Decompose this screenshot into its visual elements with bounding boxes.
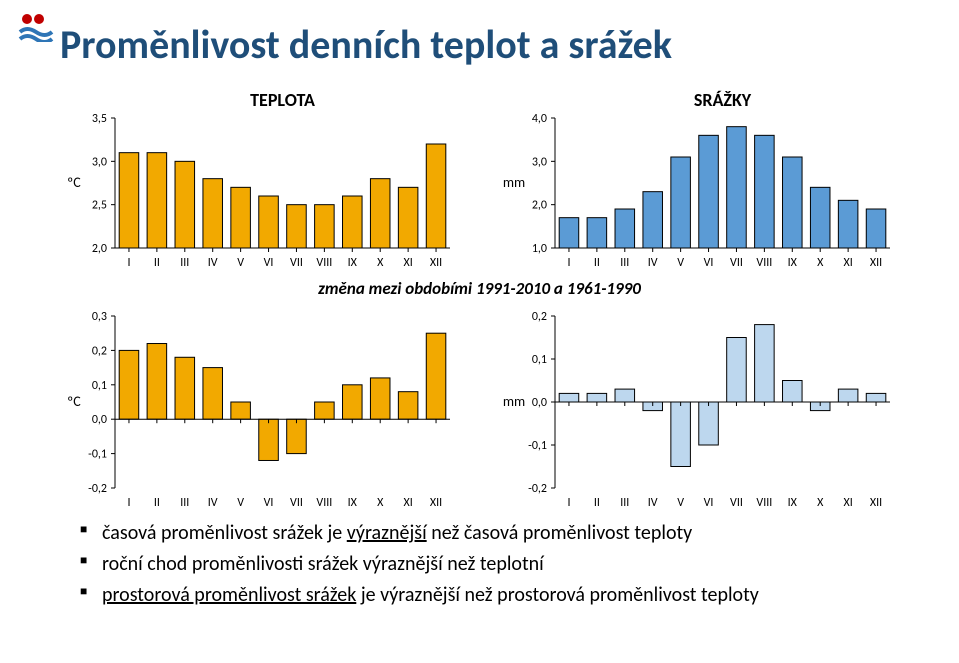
svg-text:0,2: 0,2 [532, 310, 547, 324]
period-diff-label: změna mezi obdobími 1991-2010 a 1961-199… [0, 278, 959, 299]
svg-text:0,0: 0,0 [92, 413, 107, 427]
svg-text:2,5: 2,5 [92, 199, 107, 213]
svg-text:VII: VII [730, 496, 743, 510]
svg-text:SRÁŽKY: SRÁŽKY [694, 90, 752, 111]
svg-text:VII: VII [290, 256, 303, 270]
svg-text:IX: IX [348, 256, 358, 270]
svg-text:II: II [154, 496, 160, 510]
svg-text:0,3: 0,3 [92, 310, 107, 324]
svg-text:VIII: VIII [756, 496, 772, 510]
svg-text:II: II [154, 256, 160, 270]
svg-text:mm: mm [503, 174, 525, 191]
svg-text:XII: XII [430, 496, 442, 510]
svg-text:II: II [594, 256, 600, 270]
svg-text:I: I [567, 256, 570, 270]
svg-text:3,5: 3,5 [92, 112, 107, 126]
svg-text:-0,1: -0,1 [88, 448, 107, 462]
svg-text:VI: VI [264, 496, 274, 510]
svg-text:TEPLOTA: TEPLOTA [250, 90, 315, 111]
svg-text:IV: IV [208, 496, 218, 510]
svg-text:III: III [180, 496, 189, 510]
svg-text:V: V [237, 256, 244, 270]
svg-text:0,1: 0,1 [532, 353, 547, 367]
svg-text:0,2: 0,2 [92, 344, 107, 358]
svg-text:IX: IX [788, 256, 798, 270]
svg-text:X: X [817, 496, 824, 510]
svg-text:VI: VI [704, 256, 714, 270]
svg-text:XI: XI [403, 256, 412, 270]
svg-text:IV: IV [208, 256, 218, 270]
slide-title: Proměnlivost denních teplot a srážek [60, 20, 672, 69]
svg-text:0,0: 0,0 [532, 396, 547, 410]
svg-text:-0,2: -0,2 [528, 482, 547, 496]
svg-text:X: X [377, 256, 384, 270]
bullet-3: prostorová proměnlivost srážek je výrazn… [80, 582, 900, 609]
svg-text:VI: VI [264, 256, 274, 270]
svg-text:XI: XI [843, 496, 852, 510]
svg-text:ºC: ºC [67, 393, 81, 410]
svg-text:mm: mm [503, 393, 525, 410]
svg-text:III: III [620, 256, 629, 270]
logo [18, 12, 54, 42]
bullet-1: časová proměnlivost srážek je výraznější… [80, 520, 900, 547]
svg-text:I: I [127, 256, 130, 270]
bullet-list: časová proměnlivost srážek je výraznější… [80, 520, 900, 613]
svg-text:V: V [237, 496, 244, 510]
svg-text:4,0: 4,0 [532, 112, 547, 126]
svg-text:VII: VII [290, 496, 303, 510]
svg-text:ºC: ºC [67, 174, 81, 191]
svg-text:IV: IV [648, 496, 658, 510]
svg-text:VIII: VIII [316, 496, 332, 510]
svg-text:3,0: 3,0 [92, 155, 107, 169]
svg-text:V: V [677, 496, 684, 510]
svg-text:VIII: VIII [756, 256, 772, 270]
chart-precip-diff: -0,2-0,10,00,10,2mmIIIIIIIVVVIVIIVIIIIXX… [500, 310, 900, 510]
svg-text:I: I [567, 496, 570, 510]
svg-text:X: X [817, 256, 824, 270]
chart-precip-abs: SRÁŽKY1,02,03,04,0mmIIIIIIIVVVIVIIVIIIIX… [500, 90, 900, 270]
svg-text:X: X [377, 496, 384, 510]
svg-text:II: II [594, 496, 600, 510]
svg-text:III: III [180, 256, 189, 270]
svg-text:VI: VI [704, 496, 714, 510]
svg-text:V: V [677, 256, 684, 270]
svg-text:2,0: 2,0 [92, 242, 107, 256]
svg-text:VII: VII [730, 256, 743, 270]
svg-text:IV: IV [648, 256, 658, 270]
svg-text:I: I [127, 496, 130, 510]
svg-text:VIII: VIII [316, 256, 332, 270]
svg-text:IX: IX [348, 496, 358, 510]
svg-text:XI: XI [403, 496, 412, 510]
svg-text:3,0: 3,0 [532, 155, 547, 169]
svg-text:0,1: 0,1 [92, 379, 107, 393]
svg-text:-0,1: -0,1 [528, 439, 547, 453]
svg-text:XII: XII [870, 496, 882, 510]
svg-text:XI: XI [843, 256, 852, 270]
svg-text:-0,2: -0,2 [88, 482, 107, 496]
bullet-2: roční chod proměnlivosti srážek výrazněj… [80, 551, 900, 578]
svg-text:XII: XII [430, 256, 442, 270]
chart-temp-abs: TEPLOTA2,02,53,03,5ºCIIIIIIIVVVIVIIVIIII… [60, 90, 460, 270]
svg-text:XII: XII [870, 256, 882, 270]
svg-text:IX: IX [788, 496, 798, 510]
chart-temp-diff: -0,2-0,10,00,10,20,3ºCIIIIIIIVVVIVIIVIII… [60, 310, 460, 510]
svg-text:1,0: 1,0 [532, 242, 547, 256]
svg-text:III: III [620, 496, 629, 510]
svg-text:2,0: 2,0 [532, 199, 547, 213]
